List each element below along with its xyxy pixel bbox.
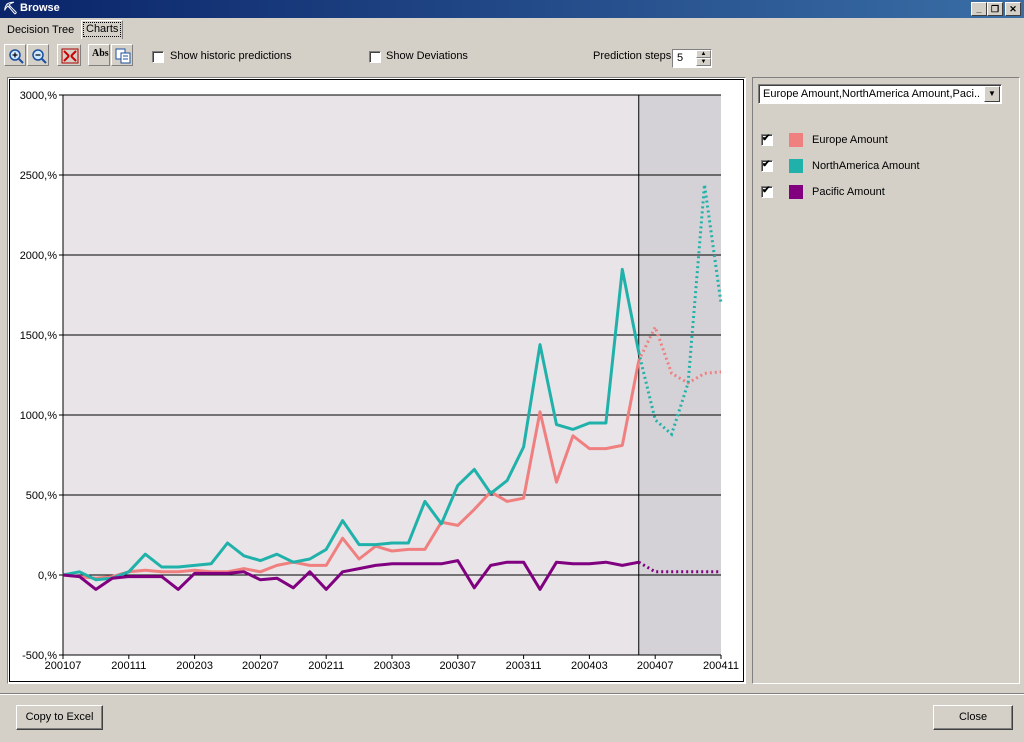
series-panel: Europe Amount,NorthAmerica Amount,Paci..… bbox=[752, 77, 1020, 684]
copy-to-excel-button[interactable]: Copy to Excel bbox=[16, 705, 103, 730]
chart-panel: 3000,% 2500,% 2000,% 1500,% 1000,% 500,% 0,% -5… bbox=[7, 77, 746, 684]
x-tick-label: 200111 bbox=[111, 660, 146, 672]
show-historic-checkbox[interactable] bbox=[152, 51, 164, 63]
absolute-values-button[interactable]: Abs bbox=[88, 44, 110, 66]
minimize-button[interactable]: _ bbox=[971, 2, 987, 16]
zoom-out-icon bbox=[32, 49, 47, 64]
legend-checkbox-northamerica[interactable] bbox=[761, 159, 773, 172]
tab-decision-tree[interactable]: Decision Tree bbox=[7, 24, 75, 36]
x-tick-label: 200407 bbox=[637, 660, 674, 672]
history-area bbox=[63, 95, 639, 655]
y-tick-label: -500,% bbox=[22, 650, 57, 662]
series-line-0 bbox=[62, 360, 641, 580]
series-line-2 bbox=[62, 559, 640, 591]
copy-icon bbox=[115, 48, 131, 64]
tab-strip: Decision Tree Charts bbox=[0, 19, 1024, 39]
series-prediction-0 bbox=[637, 323, 722, 385]
prediction-area bbox=[638, 95, 721, 655]
x-tick-label: 200203 bbox=[176, 660, 213, 672]
series-selector-value: Europe Amount,NorthAmerica Amount,Paci..… bbox=[763, 88, 981, 100]
y-tick-label: 2500,% bbox=[20, 170, 58, 182]
chevron-down-icon[interactable]: ▼ bbox=[984, 86, 1000, 102]
zoom-in-icon bbox=[9, 49, 24, 64]
fit-to-window-icon bbox=[61, 48, 79, 64]
x-tick-label: 200411 bbox=[703, 660, 739, 672]
y-tick-label: 0,% bbox=[38, 570, 57, 582]
series-line-1 bbox=[62, 267, 641, 582]
restore-button[interactable]: ❐ bbox=[987, 2, 1003, 16]
spin-up-button[interactable]: ▲ bbox=[696, 50, 711, 58]
close-button[interactable]: Close bbox=[933, 705, 1013, 730]
show-deviations-label: Show Deviations bbox=[386, 50, 468, 62]
x-tick-label: 200403 bbox=[571, 660, 608, 672]
legend-swatch-europe bbox=[789, 133, 803, 147]
x-tick-label: 200107 bbox=[45, 660, 82, 672]
legend-checkbox-europe[interactable] bbox=[761, 133, 773, 146]
zoom-in-button[interactable] bbox=[4, 44, 26, 66]
title-bar: ⛏ Browse _ ❐ ✕ bbox=[0, 0, 1024, 18]
x-tick-label: 200211 bbox=[308, 660, 344, 672]
prediction-steps-value[interactable]: 5 bbox=[677, 52, 684, 64]
legend-label-pacific: Pacific Amount bbox=[812, 186, 885, 198]
legend-swatch-northamerica bbox=[789, 159, 803, 173]
x-tick-label: 200207 bbox=[242, 660, 279, 672]
x-tick-label: 200307 bbox=[439, 660, 476, 672]
show-historic-label: Show historic predictions bbox=[170, 50, 292, 62]
series-prediction-2 bbox=[638, 560, 721, 574]
y-tick-label: 500,% bbox=[26, 490, 57, 502]
legend-label-europe: Europe Amount bbox=[812, 134, 888, 146]
series-selector-dropdown[interactable]: Europe Amount,NorthAmerica Amount,Paci..… bbox=[758, 84, 1002, 104]
window-title: Browse bbox=[20, 2, 60, 14]
x-tick-label: 200311 bbox=[506, 660, 542, 672]
tab-charts[interactable]: Charts bbox=[81, 20, 124, 39]
x-tick-label: 200303 bbox=[374, 660, 411, 672]
y-tick-label: 1000,% bbox=[20, 410, 58, 422]
absolute-values-icon: Abs bbox=[92, 48, 109, 59]
legend-label-northamerica: NorthAmerica Amount bbox=[812, 160, 920, 172]
footer-separator bbox=[0, 693, 1024, 695]
fit-to-window-button[interactable] bbox=[57, 44, 81, 66]
mining-pick-icon: ⛏ bbox=[3, 1, 19, 15]
show-deviations-checkbox[interactable] bbox=[369, 51, 381, 63]
copy-button[interactable] bbox=[111, 44, 133, 66]
prediction-steps-label: Prediction steps bbox=[593, 50, 672, 62]
line-chart: 3000,% 2500,% 2000,% 1500,% 1000,% 500,% 0,% -5… bbox=[20, 90, 739, 672]
zoom-out-button[interactable] bbox=[27, 44, 49, 66]
close-window-button[interactable]: ✕ bbox=[1005, 2, 1021, 16]
spin-down-button[interactable]: ▼ bbox=[696, 58, 711, 66]
y-tick-label: 3000,% bbox=[20, 90, 58, 102]
prediction-steps-spinner[interactable]: 5 ▲ ▼ bbox=[672, 49, 712, 68]
y-tick-label: 1500,% bbox=[20, 330, 58, 342]
legend-swatch-pacific bbox=[789, 185, 803, 199]
legend-checkbox-pacific[interactable] bbox=[761, 185, 773, 198]
y-tick-label: 2000,% bbox=[20, 250, 58, 262]
